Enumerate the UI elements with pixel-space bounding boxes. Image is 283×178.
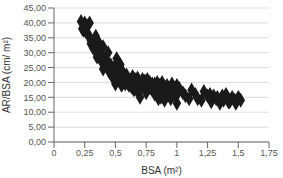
svg-text:0,75: 0,75 bbox=[137, 148, 155, 158]
svg-text:20,00: 20,00 bbox=[23, 78, 46, 88]
svg-text:1,5: 1,5 bbox=[232, 148, 245, 158]
svg-text:BSA (m²): BSA (m²) bbox=[141, 165, 182, 176]
svg-text:35,00: 35,00 bbox=[23, 33, 46, 43]
svg-text:1,75: 1,75 bbox=[260, 148, 275, 158]
svg-text:15,00: 15,00 bbox=[23, 93, 46, 103]
svg-text:1,25: 1,25 bbox=[199, 148, 217, 158]
svg-text:45,00: 45,00 bbox=[23, 3, 46, 13]
svg-text:25,00: 25,00 bbox=[23, 63, 46, 73]
svg-text:AR/BSA (cm/ m²): AR/BSA (cm/ m²) bbox=[8, 37, 12, 113]
svg-text:0: 0 bbox=[51, 148, 56, 158]
svg-text:30,00: 30,00 bbox=[23, 48, 46, 58]
svg-text:0,5: 0,5 bbox=[109, 148, 122, 158]
svg-text:1: 1 bbox=[174, 148, 179, 158]
svg-text:10,00: 10,00 bbox=[23, 107, 46, 117]
svg-text:40,00: 40,00 bbox=[23, 18, 46, 28]
svg-text:0,00: 0,00 bbox=[28, 137, 46, 147]
svg-text:0,25: 0,25 bbox=[76, 148, 94, 158]
svg-text:5,00: 5,00 bbox=[28, 122, 46, 132]
